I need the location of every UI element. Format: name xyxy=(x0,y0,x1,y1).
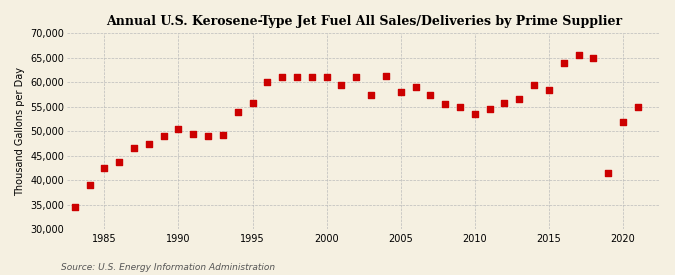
Point xyxy=(410,85,421,89)
Point xyxy=(454,104,465,109)
Point xyxy=(439,102,450,107)
Point xyxy=(277,75,288,80)
Point xyxy=(70,205,80,210)
Point xyxy=(306,75,317,80)
Point xyxy=(351,75,362,80)
Point xyxy=(573,53,584,57)
Point xyxy=(366,92,377,97)
Point xyxy=(603,171,614,175)
Point xyxy=(247,101,258,106)
Point xyxy=(143,141,154,146)
Point xyxy=(632,104,643,109)
Point xyxy=(292,75,302,79)
Point xyxy=(381,74,392,78)
Point xyxy=(588,56,599,60)
Point xyxy=(114,160,125,164)
Point xyxy=(618,119,628,124)
Point xyxy=(396,90,406,94)
Title: Annual U.S. Kerosene-Type Jet Fuel All Sales/Deliveries by Prime Supplier: Annual U.S. Kerosene-Type Jet Fuel All S… xyxy=(105,15,622,28)
Point xyxy=(217,133,228,138)
Point xyxy=(158,134,169,138)
Point xyxy=(514,97,524,102)
Point xyxy=(84,183,95,188)
Point xyxy=(336,82,347,87)
Y-axis label: Thousand Gallons per Day: Thousand Gallons per Day xyxy=(15,67,25,196)
Point xyxy=(129,146,140,151)
Point xyxy=(558,60,569,65)
Point xyxy=(173,127,184,131)
Point xyxy=(202,134,213,138)
Point xyxy=(188,131,198,136)
Text: Source: U.S. Energy Information Administration: Source: U.S. Energy Information Administ… xyxy=(61,263,275,272)
Point xyxy=(262,80,273,84)
Point xyxy=(469,112,480,116)
Point xyxy=(99,166,110,170)
Point xyxy=(321,75,332,80)
Point xyxy=(425,92,436,97)
Point xyxy=(484,107,495,111)
Point xyxy=(543,87,554,92)
Point xyxy=(499,101,510,106)
Point xyxy=(232,109,243,114)
Point xyxy=(529,82,539,87)
